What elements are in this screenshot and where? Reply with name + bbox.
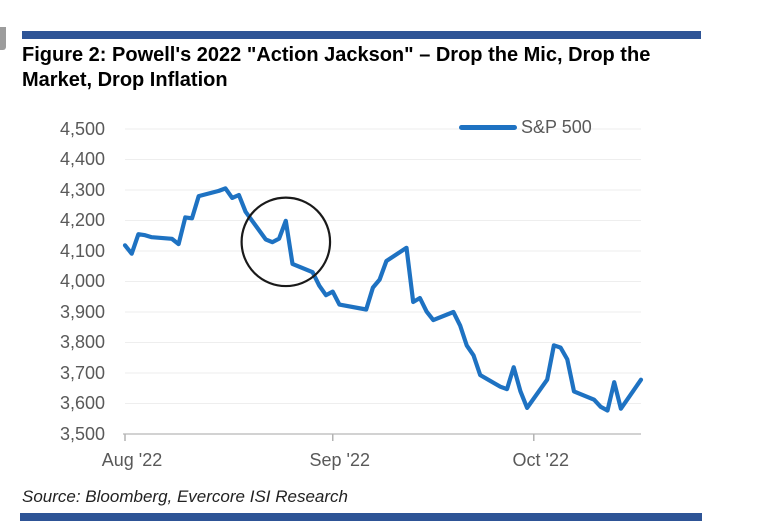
source-note: Source: Bloomberg, Evercore ISI Research bbox=[22, 487, 348, 506]
y-tick-label: 3,900 bbox=[59, 301, 105, 322]
y-tick-label: 4,400 bbox=[59, 149, 105, 169]
figure-title: Figure 2: Powell's 2022 "Action Jackson"… bbox=[22, 44, 651, 91]
top-rule bbox=[22, 31, 701, 39]
sp500-line bbox=[122, 186, 644, 413]
y-tick-label: 3,800 bbox=[59, 332, 105, 352]
x-tick-label: Oct '22 bbox=[512, 450, 569, 470]
y-tick-label: 3,500 bbox=[59, 423, 105, 444]
legend-label: S&P 500 bbox=[521, 117, 592, 137]
y-tick-label: 4,000 bbox=[59, 271, 105, 291]
x-tick-label: Aug '22 bbox=[101, 450, 163, 470]
x-tick-label: Sep '22 bbox=[309, 450, 370, 470]
bottom-rule bbox=[20, 513, 702, 521]
y-tick-label: 4,200 bbox=[59, 210, 105, 230]
y-tick-label: 4,500 bbox=[59, 118, 105, 139]
legend-line-swatch bbox=[459, 125, 517, 130]
legend: S&P 500 bbox=[459, 117, 592, 138]
y-tick-label: 3,700 bbox=[59, 362, 105, 383]
page-edge-artifact bbox=[0, 27, 6, 50]
sp500-chart: 4,500 4,400 4,300 4,200 4,100 4,000 3,900 3,800… bbox=[0, 110, 757, 470]
annotation-circle bbox=[240, 196, 332, 288]
y-tick-label: 4,300 bbox=[59, 179, 105, 200]
y-tick-label: 3,600 bbox=[59, 393, 105, 413]
y-tick-label: 4,100 bbox=[59, 240, 105, 261]
